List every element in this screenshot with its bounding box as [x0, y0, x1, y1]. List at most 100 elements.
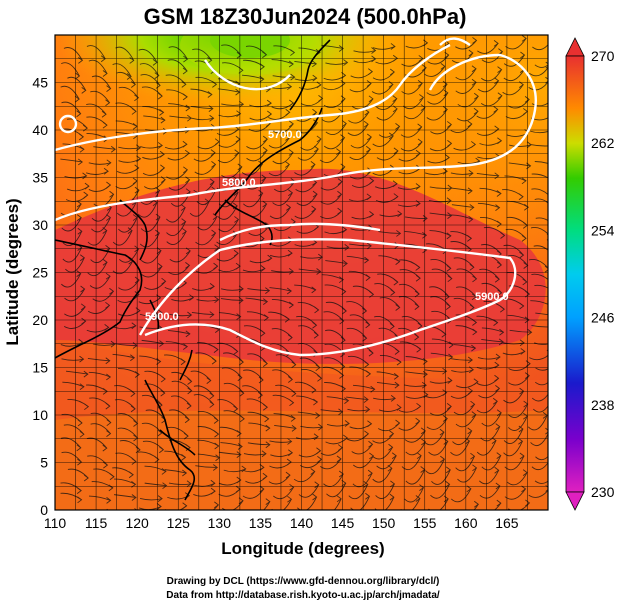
streamline-arrow — [285, 108, 291, 116]
streamline-arrow — [181, 227, 187, 235]
streamline — [427, 54, 449, 65]
streamline — [91, 217, 111, 233]
streamline-arrow — [105, 272, 111, 280]
streamline-arrow — [262, 403, 269, 411]
streamline-arrow — [79, 383, 85, 391]
streamline-arrow — [155, 82, 161, 89]
x-tick-label: 115 — [85, 515, 108, 531]
streamline-arrow — [257, 391, 263, 399]
streamline-arrow — [365, 321, 371, 329]
streamline — [166, 207, 186, 223]
streamline — [477, 202, 500, 209]
streamline-arrow — [285, 134, 291, 141]
streamline-arrow — [134, 186, 140, 194]
streamline — [273, 487, 294, 500]
streamline-arrow — [340, 363, 346, 371]
x-tick-label: 160 — [454, 515, 478, 531]
streamline — [221, 103, 244, 106]
streamline-arrow — [288, 449, 294, 457]
streamline — [140, 216, 161, 232]
streamline-arrow — [472, 37, 478, 44]
streamline-arrow — [472, 328, 478, 336]
streamline — [298, 268, 321, 272]
streamline — [115, 46, 135, 61]
streamline-arrow — [552, 338, 556, 344]
credit-drawing: Drawing by DCL (https://www.gfd-dennou.o… — [167, 576, 440, 587]
streamline-arrow — [549, 95, 553, 101]
streamline — [400, 141, 423, 152]
streamline — [271, 270, 294, 273]
streamline — [450, 172, 474, 175]
streamline-arrow — [395, 304, 401, 311]
streamline-arrow — [80, 285, 86, 293]
streamline-arrow — [154, 456, 160, 463]
x-tick-label: 145 — [331, 515, 355, 531]
streamline — [503, 244, 524, 256]
streamline-arrow — [369, 452, 375, 460]
streamline-arrow — [130, 390, 136, 397]
streamline-arrow — [84, 403, 90, 411]
streamline-arrow — [312, 108, 318, 116]
streamline-arrow — [521, 485, 527, 493]
streamline-arrow — [390, 480, 396, 488]
streamline-arrow — [262, 51, 268, 59]
streamline-arrow — [420, 427, 426, 435]
streamline — [346, 396, 369, 400]
streamline-arrow — [387, 464, 393, 472]
streamline-arrow — [311, 205, 317, 213]
streamline-arrow — [468, 387, 474, 395]
streamline-arrow — [467, 235, 473, 242]
streamline-arrow — [469, 204, 475, 211]
streamline-arrow — [395, 258, 401, 265]
streamline-arrow — [362, 334, 368, 342]
streamline — [60, 437, 82, 449]
streamline-arrow — [265, 498, 271, 505]
streamline — [404, 107, 426, 120]
streamline-arrow — [136, 155, 142, 163]
streamline-arrow — [183, 432, 189, 440]
streamline — [247, 288, 270, 292]
streamline-arrow — [77, 419, 83, 427]
streamline — [397, 203, 421, 207]
streamline-arrow — [422, 215, 428, 222]
streamline — [480, 95, 503, 107]
streamline-arrow — [364, 108, 370, 116]
streamline-arrow — [417, 80, 423, 87]
streamline-arrow — [286, 204, 292, 211]
streamline — [481, 69, 502, 82]
streamline-arrow — [184, 416, 190, 424]
streamline-arrow — [337, 178, 343, 186]
streamline-arrow — [342, 226, 348, 234]
streamline-arrow — [159, 446, 165, 454]
streamline-arrow — [526, 162, 532, 170]
streamline-arrow — [102, 121, 108, 129]
streamline-arrow — [340, 134, 346, 141]
streamline-arrow — [446, 232, 452, 240]
streamline — [320, 181, 343, 191]
contour-label: 5900.0 — [145, 311, 179, 323]
streamline-arrow — [397, 210, 403, 218]
streamline — [144, 280, 166, 290]
streamline — [272, 369, 293, 380]
streamline-arrow — [338, 276, 344, 284]
streamline-arrow — [129, 57, 135, 64]
streamline — [531, 273, 548, 280]
streamline — [223, 468, 246, 473]
streamline-arrow — [262, 135, 268, 143]
streamline — [456, 268, 477, 280]
streamline-arrow — [237, 163, 243, 171]
streamline — [375, 483, 395, 499]
streamline-arrow — [236, 313, 242, 320]
streamline — [197, 216, 218, 231]
streamline — [531, 188, 548, 196]
streamline — [405, 441, 426, 456]
streamline-arrow — [214, 296, 220, 304]
streamline — [325, 123, 347, 135]
streamline-arrow — [136, 144, 142, 152]
streamline — [427, 92, 449, 105]
streamline-arrow — [238, 297, 244, 304]
streamline-arrow — [213, 417, 219, 424]
streamline — [479, 470, 500, 485]
streamline — [476, 109, 499, 119]
streamline-arrow — [266, 99, 272, 107]
